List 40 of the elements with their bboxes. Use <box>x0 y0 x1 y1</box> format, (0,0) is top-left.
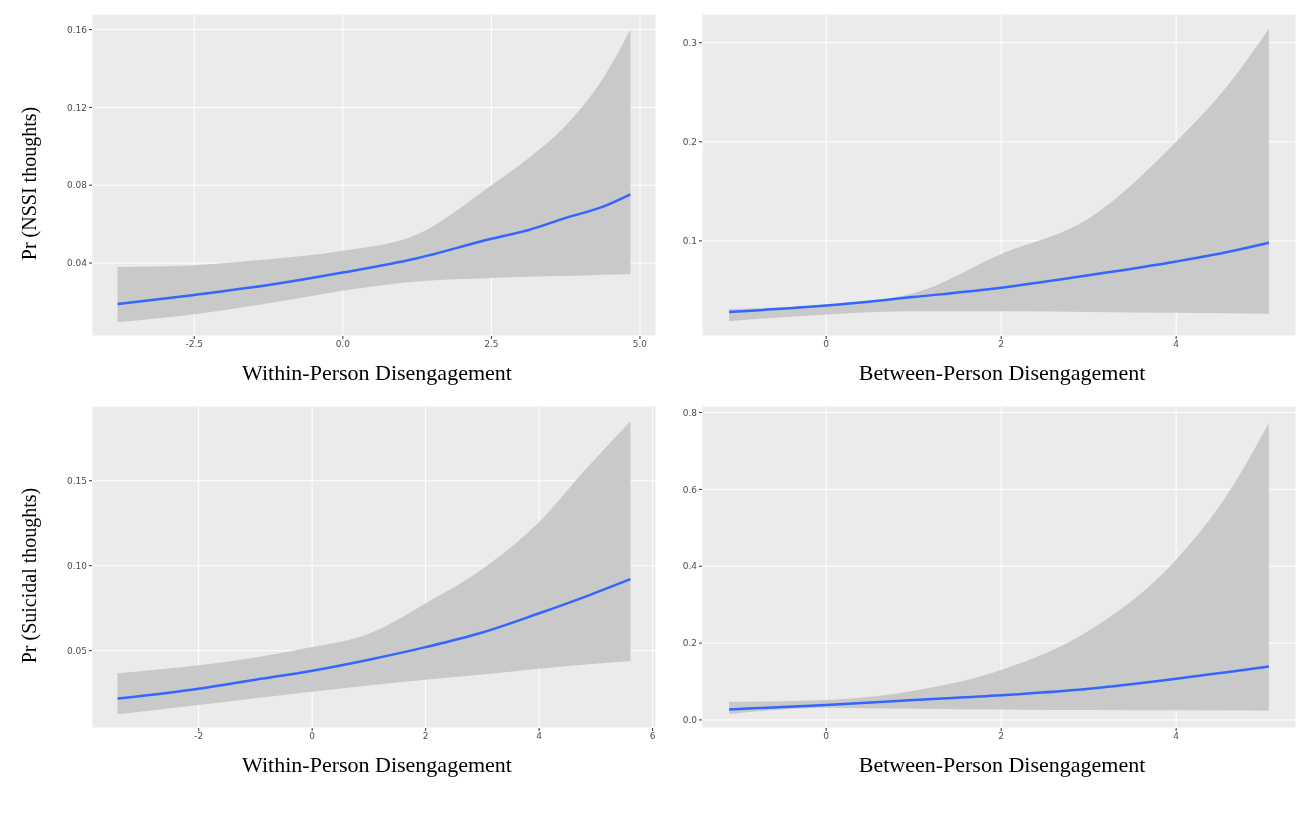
y-tick-label: 0.3 <box>682 37 697 48</box>
x-tick-label: 5.0 <box>632 339 648 350</box>
y-tick-label: 0.1 <box>682 236 697 247</box>
y-tick-label: 0.04 <box>66 258 88 269</box>
y-tick-label: 0.12 <box>66 102 87 113</box>
x-axis-title: Between-Person Disengagement <box>857 360 1147 386</box>
y-axis-title: Pr (NSSI thoughts) <box>18 106 42 260</box>
y-tick-label: 0.05 <box>66 645 87 656</box>
y-tick-label: 0.16 <box>66 24 88 35</box>
y-tick-label: 0.15 <box>66 475 87 486</box>
x-tick-label: -2.5 <box>185 339 203 350</box>
x-tick-label: 2 <box>998 339 1005 350</box>
line-series <box>116 193 632 306</box>
x-tick-label: 4 <box>1173 339 1180 350</box>
x-tick-label: 0.0 <box>335 339 351 350</box>
x-tick-label: 2 <box>998 731 1005 742</box>
line-series <box>727 241 1271 314</box>
x-tick-label: 0 <box>823 731 830 742</box>
x-axis-title: Within-Person Disengagement <box>241 360 513 386</box>
line-series <box>727 665 1271 711</box>
x-axis-title: Between-Person Disengagement <box>857 752 1147 778</box>
y-tick-label: 0.4 <box>682 561 698 572</box>
x-axis-title: Within-Person Disengagement <box>241 752 513 778</box>
y-tick-label: 0.0 <box>682 715 698 726</box>
y-tick-label: 0.2 <box>682 638 697 649</box>
x-tick-label: 0 <box>823 339 830 350</box>
x-tick-label: -2 <box>194 731 204 742</box>
x-tick-label: 2 <box>422 731 429 742</box>
line-series <box>116 577 632 700</box>
x-tick-label: 0 <box>309 731 316 742</box>
x-tick-label: 2.5 <box>484 339 499 350</box>
x-tick-label: 4 <box>536 731 543 742</box>
x-tick-label: 4 <box>1173 731 1180 742</box>
y-tick-label: 0.8 <box>682 407 698 418</box>
y-axis-title: Pr (Suicidal thoughts) <box>18 487 42 663</box>
y-tick-label: 0.6 <box>682 484 698 495</box>
y-tick-label: 0.08 <box>66 180 88 191</box>
x-tick-label: 6 <box>649 731 656 742</box>
y-tick-label: 0.10 <box>66 560 88 571</box>
y-tick-label: 0.2 <box>682 137 697 147</box>
